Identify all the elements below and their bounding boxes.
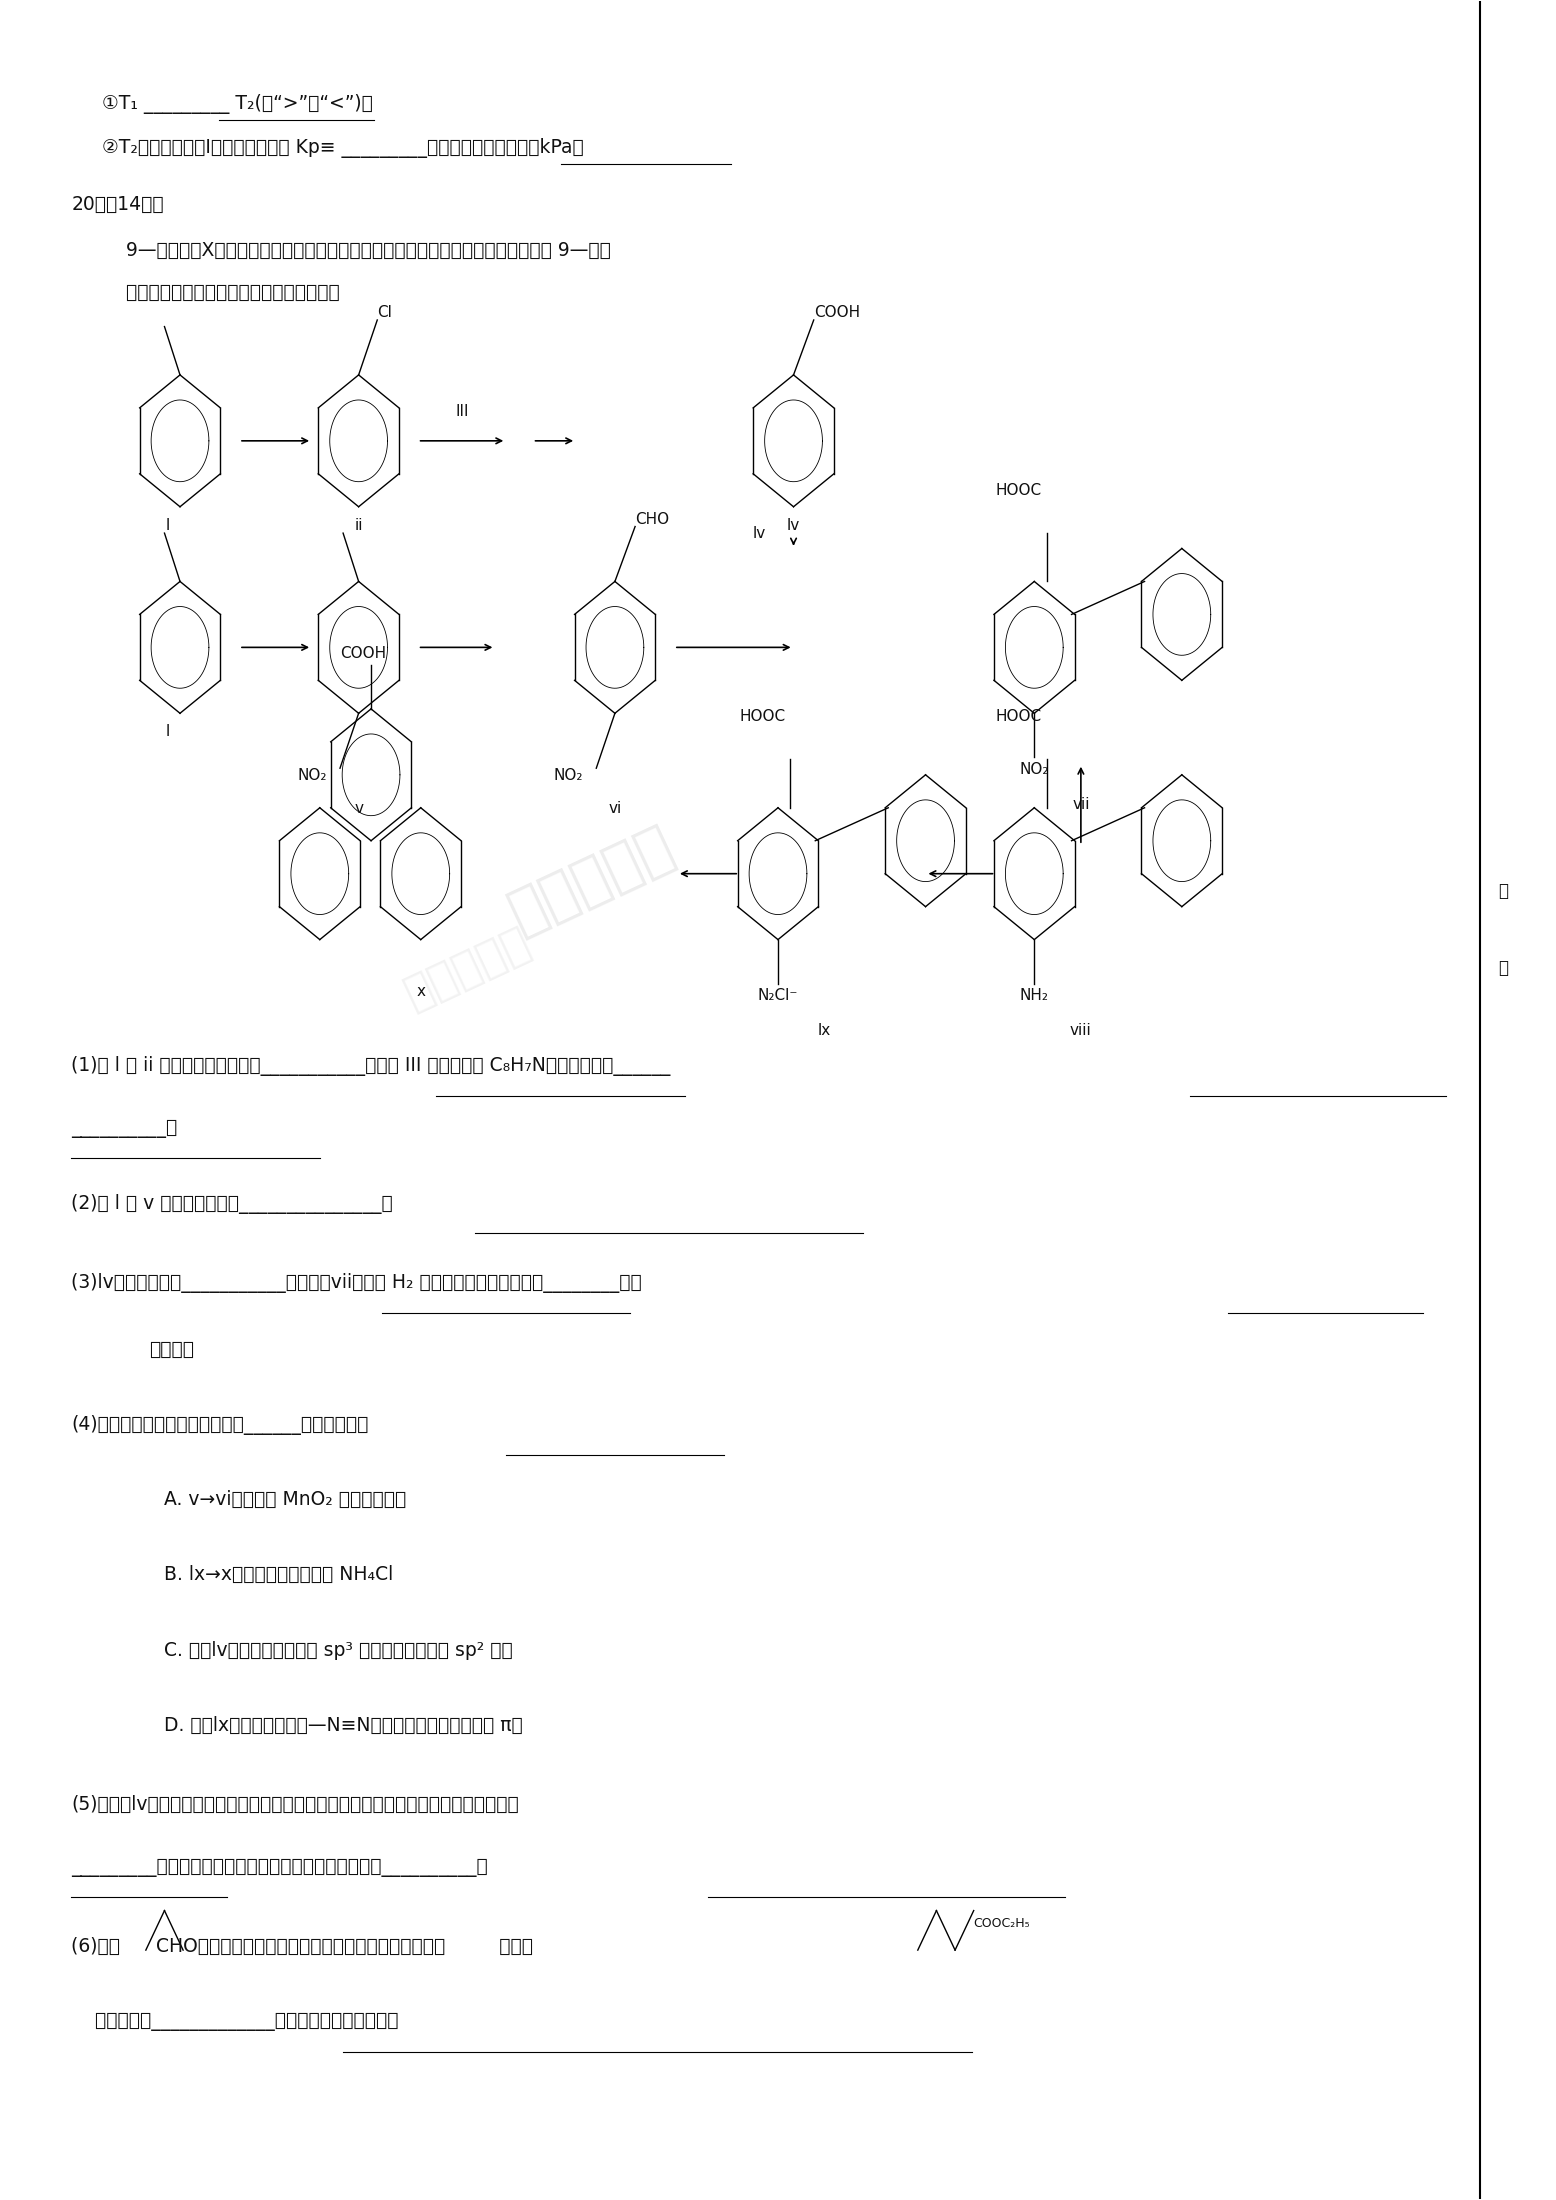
Text: _________种，核磁共振氢谱图上组峰最少的结构简式为__________。: _________种，核磁共振氢谱图上组峰最少的结构简式为__________。	[72, 1857, 489, 1877]
Text: COOH: COOH	[814, 306, 860, 319]
Text: B. lx→x反应生成的无机物是 NH₄Cl: B. lx→x反应生成的无机物是 NH₄Cl	[165, 1566, 394, 1584]
Text: viii: viii	[1071, 1023, 1092, 1038]
Text: HOOC: HOOC	[996, 484, 1043, 497]
Text: C. 物质lv中，碳原子均采用 sp³ 杂化，氧原子采取 sp² 杂化: C. 物质lv中，碳原子均采用 sp³ 杂化，氧原子采取 sp² 杂化	[165, 1641, 513, 1659]
Text: HOOC: HOOC	[996, 708, 1043, 724]
Text: (6)选用      CHO和乙醇作为有机原料，参考上述信息，制备化合物         。写出: (6)选用 CHO和乙醇作为有机原料，参考上述信息，制备化合物 。写出	[72, 1936, 534, 1956]
Text: (2)由 l 到 v 的反应方程式为_______________。: (2)由 l 到 v 的反应方程式为_______________。	[72, 1195, 394, 1214]
Text: 叶: 叶	[1498, 882, 1508, 900]
Text: lv: lv	[787, 517, 800, 532]
Text: CHO: CHO	[635, 513, 669, 526]
Text: (5)化合物lv有多种同分异构体，其中既能发生銀镜反应又能与钙反应的芳香族化合物有: (5)化合物lv有多种同分异构体，其中既能发生銀镜反应又能与钙反应的芳香族化合物…	[72, 1795, 520, 1815]
Text: COOC₂H₅: COOC₂H₅	[974, 1916, 1030, 1929]
Text: 名称）。: 名称）。	[149, 1340, 194, 1360]
Text: v: v	[355, 801, 363, 816]
Text: ii: ii	[355, 517, 363, 532]
Text: x: x	[417, 983, 425, 999]
Text: 酸的路线如下（加料顺序、反应条件略）：: 酸的路线如下（加料顺序、反应条件略）：	[103, 282, 341, 301]
Text: lv: lv	[752, 526, 766, 541]
Text: lx: lx	[818, 1023, 831, 1038]
Text: III: III	[456, 405, 470, 418]
Text: NO₂: NO₂	[554, 768, 584, 783]
Text: 9—菲甲酸（X）是一种用于有机合成及生产染料、农药等的原料。一种由甲苯合成 9—菲甲: 9—菲甲酸（X）是一种用于有机合成及生产染料、农药等的原料。一种由甲苯合成 9—…	[103, 240, 612, 260]
Text: 20．（14分）: 20．（14分）	[72, 196, 163, 213]
Text: A. v→vi过程可用 MnO₂ 作另一反应物: A. v→vi过程可用 MnO₂ 作另一反应物	[165, 1489, 406, 1509]
Text: NH₂: NH₂	[1019, 988, 1049, 1003]
Text: (1)由 l 到 ii 的反应物质与条件是___________；物质 III 的分子式为 C₈H₇N，结构简式是______: (1)由 l 到 ii 的反应物质与条件是___________；物质 III …	[72, 1056, 671, 1076]
Text: l: l	[165, 517, 170, 532]
Text: __________。: __________。	[72, 1118, 177, 1137]
Text: D. 物质lx是含有重氮基（—N≡N）的盐类，存在离子键和 π键: D. 物质lx是含有重氮基（—N≡N）的盐类，存在离子键和 π键	[165, 1716, 523, 1734]
Text: 题: 题	[1498, 959, 1508, 977]
Text: 高考早知道: 高考早知道	[398, 920, 537, 1016]
Text: vii: vii	[1072, 796, 1089, 812]
Text: 高考早知道: 高考早知道	[501, 818, 683, 944]
Text: HOOC: HOOC	[739, 708, 786, 724]
Text: NO₂: NO₂	[1019, 761, 1049, 777]
Text: 合成路线：_____________（不用注明反应条件）。: 合成路线：_____________（不用注明反应条件）。	[72, 2013, 398, 2031]
Text: Cl: Cl	[377, 306, 392, 319]
Text: l: l	[165, 724, 170, 739]
Text: COOH: COOH	[341, 645, 386, 660]
Text: ①T₁ _________ T₂(填“>”或“<”)。: ①T₁ _________ T₂(填“>”或“<”)。	[103, 95, 373, 114]
Text: (3)lv的化学名称为___________；化合物vii中能与 H₂ 发生加成反应的官能团是________（写: (3)lv的化学名称为___________；化合物vii中能与 H₂ 发生加成…	[72, 1274, 643, 1294]
Text: ②T₂温度下，反应Ⅰ的分压平衡常数 Kp≡ _________（保留小数点后一位）kPa。: ②T₂温度下，反应Ⅰ的分压平衡常数 Kp≡ _________（保留小数点后一位…	[103, 139, 584, 158]
Text: NO₂: NO₂	[297, 768, 327, 783]
Text: N₂Cl⁻: N₂Cl⁻	[758, 988, 798, 1003]
Text: (4)关于合成中的说法，正确的有______（填标号）。: (4)关于合成中的说法，正确的有______（填标号）。	[72, 1415, 369, 1434]
Text: vi: vi	[608, 801, 621, 816]
